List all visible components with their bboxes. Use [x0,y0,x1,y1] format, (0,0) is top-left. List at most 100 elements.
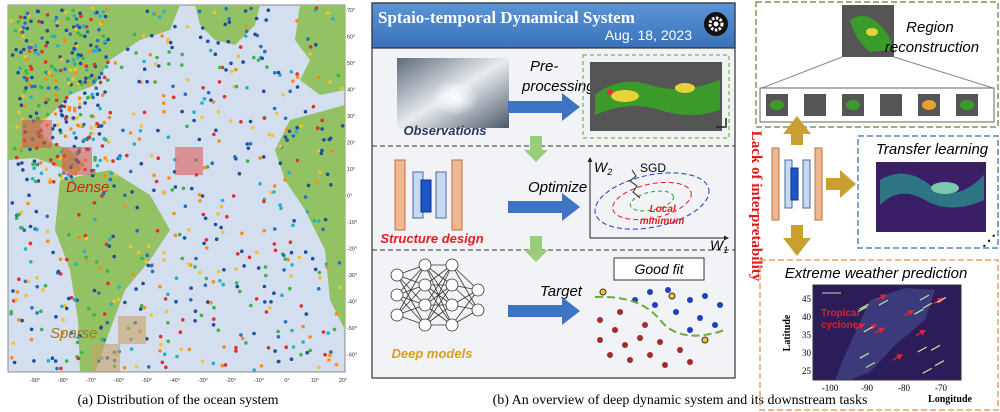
buoy [236,285,240,289]
buoy [50,64,54,68]
buoy [257,266,261,270]
lon-label: -10° [254,378,264,384]
buoy [73,109,77,113]
buoy [258,182,262,186]
buoy [162,251,166,255]
buoy [185,125,189,129]
sgd-label: SGD [640,161,666,175]
buoy [39,85,43,89]
buoy [162,258,166,262]
buoy [290,357,294,361]
buoy [279,162,283,166]
buoy [11,201,15,205]
buoy [162,101,166,105]
buoy [169,41,173,45]
buoy [81,56,85,60]
buoy [326,173,330,177]
buoy [56,87,60,91]
lat-label: -20° [347,247,357,253]
buoy [14,29,18,33]
buoy [35,111,39,115]
buoy [21,34,25,38]
buoy [52,162,56,166]
buoy [65,120,69,124]
buoy [23,21,27,25]
buoy [11,53,15,57]
buoy [172,96,176,100]
buoy [284,257,288,261]
x-tick-label: -70 [935,383,947,393]
buoy [291,224,295,228]
layer [436,172,446,218]
buoy [322,138,326,142]
buoy [79,14,83,18]
buoy [73,62,77,66]
buoy [59,109,63,113]
buoy [82,24,86,28]
buoy [249,120,253,124]
buoy [108,238,112,242]
buoy [133,33,137,37]
point [702,337,708,343]
buoy [152,173,156,177]
buoy [257,58,261,62]
buoy [263,285,267,289]
buoy [272,291,276,295]
buoy [20,103,24,107]
panel-date: Aug. 18, 2023 [605,27,692,43]
buoy [198,271,202,275]
buoy [35,285,39,289]
point [637,335,643,341]
layer [395,160,405,230]
buoy [112,300,116,304]
point [612,327,618,333]
buoy [284,135,288,139]
buoy [164,366,168,370]
gear-icon[interactable] [704,12,728,36]
buoy [23,76,27,80]
buoy [32,359,36,363]
buoy [227,17,231,21]
lon-label: -40° [170,378,180,384]
buoy [102,10,106,14]
buoy [65,29,69,33]
text-line: minimum [640,216,685,227]
buoy [154,62,158,66]
y-tick-label: 45 [802,294,812,304]
good-fit-label: Good fit [634,261,684,277]
nn-node [419,299,431,311]
buoy [327,358,331,362]
buoy [111,235,115,239]
region-label: Region reconstruction [885,19,979,56]
buoy [72,77,76,81]
buoy [17,277,21,281]
transfer-label: Transfer learning [876,141,989,158]
buoy [180,63,184,67]
buoy [264,265,268,269]
buoy [49,158,53,162]
buoy [109,111,113,115]
buoy [92,313,96,317]
buoy [221,283,225,287]
buoy [134,287,138,291]
buoy [212,280,216,284]
buoy [308,52,312,56]
text-line: Local [650,204,676,215]
buoy [320,127,324,131]
buoy [279,145,283,149]
buoy [105,65,109,69]
buoy [234,346,238,350]
buoy [200,116,204,120]
buoy [34,44,38,48]
buoy [118,157,122,161]
x-tick-label: -80 [898,383,910,393]
buoy [93,201,97,205]
x-label: Longitude [928,394,972,405]
buoy [161,361,165,365]
buoy [99,124,103,128]
buoy [158,349,162,353]
buoy [289,274,293,278]
buoy [315,180,319,184]
buoy [100,72,104,76]
buoy [99,81,103,85]
